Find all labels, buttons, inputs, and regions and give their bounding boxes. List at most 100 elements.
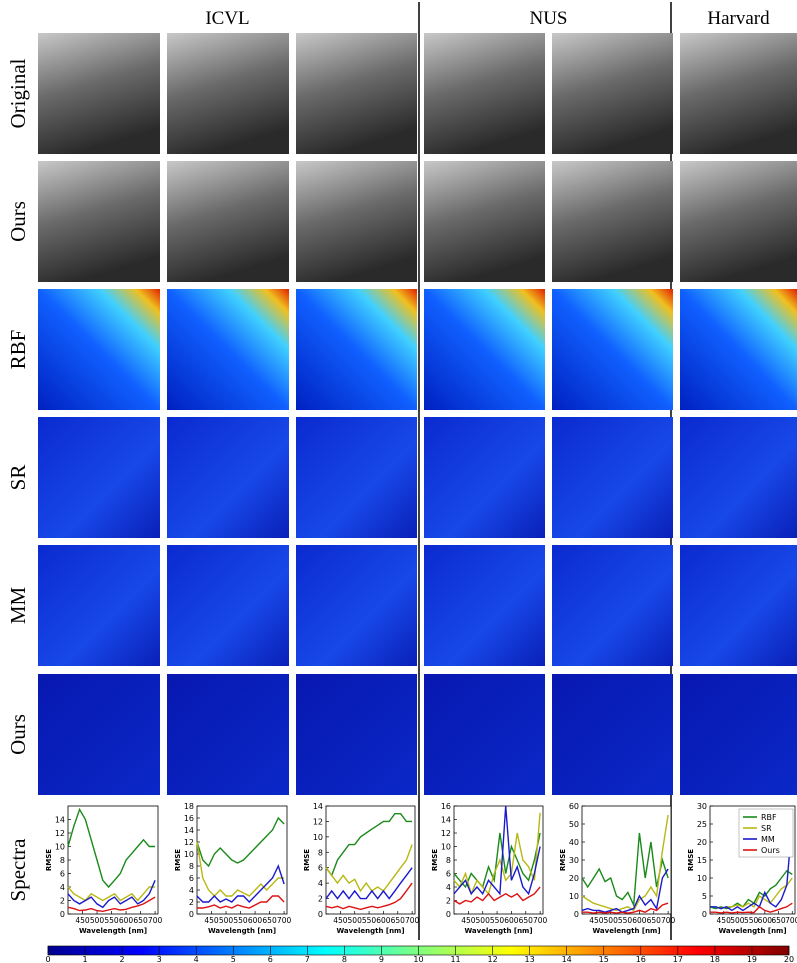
- y-tick-label: 12: [313, 817, 323, 826]
- y-tick-label: 5: [702, 892, 707, 901]
- image-tile: [167, 674, 289, 795]
- y-tick-label: 0: [446, 910, 451, 919]
- x-tick-label: 550: [233, 916, 248, 925]
- colorbar-tick-label: 10: [413, 955, 423, 963]
- y-tick-label: 6: [189, 874, 194, 883]
- legend-label: RBF: [761, 813, 777, 822]
- y-tick-label: 40: [569, 838, 579, 847]
- image-tile: [680, 33, 797, 154]
- x-tick-label: 450: [717, 916, 732, 925]
- image-tile: [552, 417, 673, 538]
- y-tick-label: 14: [313, 802, 323, 811]
- x-axis-label: Wavelength [nm]: [79, 927, 147, 935]
- colorbar-tick-label: 7: [305, 955, 310, 963]
- x-tick-label: 700: [277, 916, 292, 925]
- y-tick-label: 6: [446, 870, 451, 879]
- x-tick-label: 500: [90, 916, 105, 925]
- image-tile: [424, 289, 545, 410]
- row-label: Ours: [6, 714, 30, 755]
- y-tick-label: 14: [441, 816, 451, 825]
- y-tick-label: 10: [569, 892, 579, 901]
- image-tile: [296, 33, 417, 154]
- y-tick-label: 4: [446, 883, 451, 892]
- y-tick-label: 2: [189, 898, 194, 907]
- colorbar-tick-label: 8: [342, 955, 347, 963]
- x-tick-label: 650: [519, 916, 534, 925]
- x-axis-label: Wavelength [nm]: [464, 927, 532, 935]
- y-axis-label: RMSE: [431, 849, 439, 871]
- x-tick-label: 550: [618, 916, 633, 925]
- column-header: NUS: [529, 8, 567, 29]
- x-axis-label: Wavelength [nm]: [718, 927, 786, 935]
- x-tick-label: 700: [148, 916, 163, 925]
- colorbar-tick-label: 20: [784, 955, 794, 963]
- x-tick-label: 650: [262, 916, 277, 925]
- colorbar-tick-label: 5: [231, 955, 236, 963]
- image-tile: [167, 289, 289, 410]
- colorbar-tick-label: 3: [157, 955, 162, 963]
- colorbar-tick-label: 16: [636, 955, 646, 963]
- colorbar-tick-label: 19: [747, 955, 757, 963]
- y-tick-label: 10: [313, 833, 323, 842]
- x-tick-label: 650: [391, 916, 406, 925]
- x-axis-label: Wavelength [nm]: [208, 927, 276, 935]
- image-tile: [296, 161, 417, 282]
- colorbar-tick-label: 0: [45, 955, 50, 963]
- image-tile: [296, 545, 417, 666]
- image-tile: [38, 161, 160, 282]
- x-tick-label: 550: [744, 916, 759, 925]
- y-axis-label: RMSE: [559, 849, 567, 871]
- y-tick-label: 20: [697, 838, 707, 847]
- x-tick-label: 500: [730, 916, 745, 925]
- y-tick-label: 4: [60, 883, 65, 892]
- y-tick-label: 8: [60, 856, 65, 865]
- image-tile: [680, 417, 797, 538]
- y-tick-label: 12: [441, 829, 451, 838]
- x-tick-label: 550: [104, 916, 119, 925]
- legend-label: SR: [761, 824, 772, 833]
- row-label: Original: [6, 58, 30, 128]
- y-tick-label: 8: [446, 856, 451, 865]
- y-tick-label: 16: [441, 802, 451, 811]
- x-tick-label: 700: [405, 916, 420, 925]
- image-tile: [38, 674, 160, 795]
- x-tick-label: 450: [333, 916, 348, 925]
- x-tick-label: 450: [204, 916, 219, 925]
- x-tick-label: 600: [632, 916, 647, 925]
- image-tile: [38, 545, 160, 666]
- y-tick-label: 10: [697, 874, 707, 883]
- image-tile: [167, 161, 289, 282]
- x-tick-label: 550: [362, 916, 377, 925]
- y-tick-label: 14: [55, 816, 65, 825]
- figure: ICVLNUSHarvardOriginalOursRBFSRMMOursSpe…: [0, 0, 797, 963]
- colorbar-tick-label: 11: [450, 955, 460, 963]
- image-tile: [424, 674, 545, 795]
- image-tile: [424, 161, 545, 282]
- colorbar-tick-label: 12: [488, 955, 498, 963]
- colorbar-tick-label: 6: [268, 955, 273, 963]
- x-tick-label: 700: [661, 916, 676, 925]
- image-tile: [167, 417, 289, 538]
- y-tick-label: 6: [60, 870, 65, 879]
- image-tile: [38, 289, 160, 410]
- x-tick-label: 700: [533, 916, 548, 925]
- x-tick-label: 450: [589, 916, 604, 925]
- row-label: Spectra: [6, 838, 30, 902]
- x-tick-label: 500: [219, 916, 234, 925]
- image-tile: [167, 33, 289, 154]
- image-tile: [424, 417, 545, 538]
- y-tick-label: 10: [441, 843, 451, 852]
- y-tick-label: 14: [184, 826, 194, 835]
- y-tick-label: 0: [189, 910, 194, 919]
- image-tile: [424, 545, 545, 666]
- image-tile: [296, 289, 417, 410]
- image-tile: [296, 674, 417, 795]
- image-tile: [552, 33, 673, 154]
- y-tick-label: 20: [569, 874, 579, 883]
- image-tile: [680, 674, 797, 795]
- image-tile: [38, 33, 160, 154]
- x-tick-label: 650: [771, 916, 786, 925]
- image-tile: [424, 33, 545, 154]
- colorbar-tick-label: 13: [525, 955, 535, 963]
- image-tile: [296, 417, 417, 538]
